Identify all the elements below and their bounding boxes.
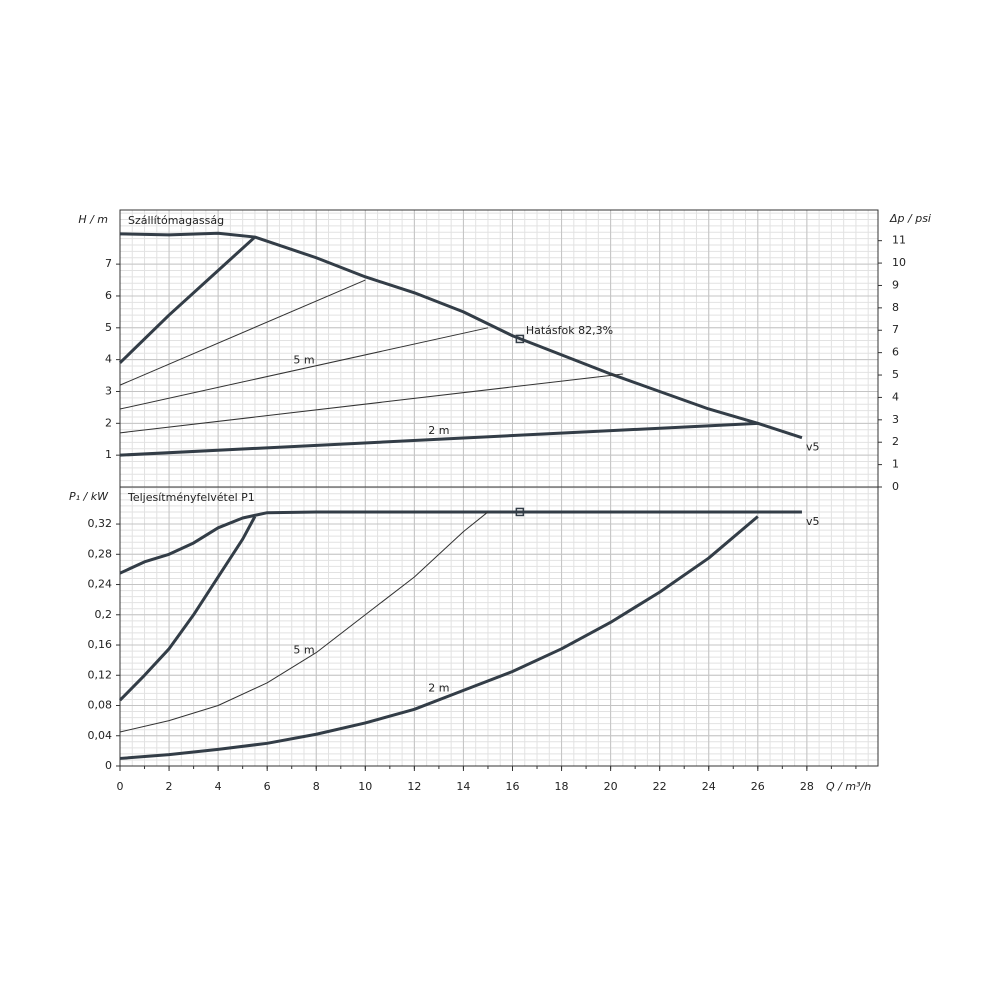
y-tick-label: 0,24 — [88, 578, 113, 591]
x-axis-title: Q / m³/h — [826, 780, 871, 793]
curve — [119, 279, 366, 386]
curve-label: 2 m — [428, 424, 449, 437]
x-tick-label: 4 — [215, 780, 222, 793]
x-tick-label: 20 — [604, 780, 618, 793]
y-tick-label: 0,28 — [88, 547, 113, 560]
y-tick-label: 0,08 — [88, 699, 113, 712]
x-tick-label: 22 — [653, 780, 667, 793]
y-tick-label: 3 — [105, 384, 112, 397]
curve-label: Hatásfok 82,3% — [526, 324, 613, 337]
y-axis-title: H / m — [78, 213, 108, 226]
curve-label: v5 — [806, 515, 820, 528]
curve — [119, 373, 623, 434]
y2-tick-label: 8 — [892, 301, 899, 314]
x-tick-label: 8 — [313, 780, 320, 793]
y-tick-label: 0,12 — [88, 668, 113, 681]
marker — [515, 334, 525, 344]
curve — [119, 511, 489, 733]
y2-tick-label: 7 — [892, 323, 899, 336]
curve — [119, 421, 758, 457]
panel-title: Szállítómagasság — [128, 214, 224, 227]
x-tick-label: 18 — [555, 780, 569, 793]
y-tick-label: 6 — [105, 289, 112, 302]
marker — [515, 507, 525, 517]
x-tick-label: 6 — [264, 780, 271, 793]
curve — [118, 235, 256, 364]
curve-label: 5 m — [293, 644, 314, 657]
x-tick-label: 12 — [407, 780, 421, 793]
y2-tick-label: 4 — [892, 390, 899, 403]
y2-tick-label: 2 — [892, 435, 899, 448]
y2-tick-label: 0 — [892, 480, 899, 493]
y2-tick-label: 1 — [892, 458, 899, 471]
x-tick-label: 16 — [505, 780, 519, 793]
x-tick-label: 14 — [456, 780, 470, 793]
y2-axis-title: Δp / psi — [889, 212, 931, 225]
y-tick-label: 0 — [105, 759, 112, 772]
y2-tick-label: 6 — [892, 346, 899, 359]
y-tick-label: 0,04 — [88, 729, 113, 742]
y-axis-title: P₁ / kW — [69, 490, 109, 503]
y2-tick-label: 3 — [892, 413, 899, 426]
curve — [119, 515, 759, 760]
y-tick-label: 1 — [105, 448, 112, 461]
y-tick-label: 7 — [105, 257, 112, 270]
plot-frame — [119, 486, 879, 767]
y-tick-label: 4 — [105, 353, 112, 366]
curve — [119, 327, 489, 410]
y2-tick-label: 11 — [892, 234, 906, 247]
curve-label: 5 m — [293, 353, 314, 366]
curve-label: 2 m — [428, 681, 449, 694]
y-tick-label: 2 — [105, 416, 112, 429]
x-tick-label: 26 — [751, 780, 765, 793]
y2-tick-label: 10 — [892, 256, 906, 269]
x-tick-label: 24 — [702, 780, 716, 793]
y-tick-label: 0,32 — [88, 517, 113, 530]
y-tick-label: 0,16 — [88, 638, 113, 651]
x-tick-label: 28 — [800, 780, 814, 793]
panel-title: Teljesítményfelvétel P1 — [127, 491, 255, 504]
y2-tick-label: 9 — [892, 278, 899, 291]
x-tick-label: 0 — [117, 780, 124, 793]
curve — [118, 515, 257, 702]
y-tick-label: 0,2 — [95, 608, 113, 621]
x-tick-label: 10 — [358, 780, 372, 793]
curve-label: v5 — [806, 441, 820, 454]
y-tick-label: 5 — [105, 321, 112, 334]
y2-tick-label: 5 — [892, 368, 899, 381]
curve — [119, 510, 802, 575]
curve — [119, 231, 803, 440]
x-tick-label: 2 — [166, 780, 173, 793]
